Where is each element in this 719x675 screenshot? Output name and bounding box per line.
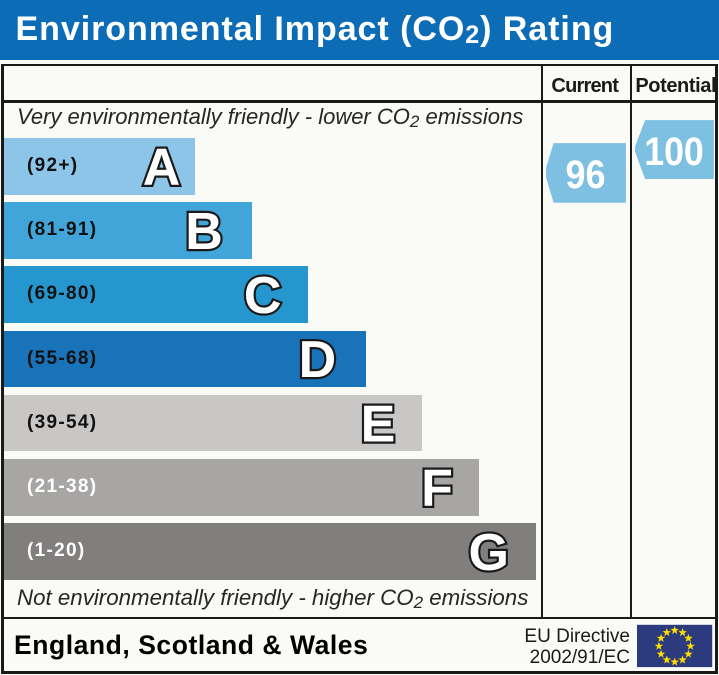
svg-text:A: A: [143, 139, 181, 197]
svg-text:100: 100: [644, 130, 704, 174]
svg-text:F: F: [421, 460, 453, 518]
svg-text:E: E: [361, 395, 396, 453]
svg-text:B: B: [185, 203, 223, 261]
svg-text:96: 96: [566, 153, 606, 197]
svg-text:G: G: [468, 524, 508, 582]
svg-text:D: D: [299, 331, 337, 389]
svg-text:C: C: [244, 267, 282, 325]
